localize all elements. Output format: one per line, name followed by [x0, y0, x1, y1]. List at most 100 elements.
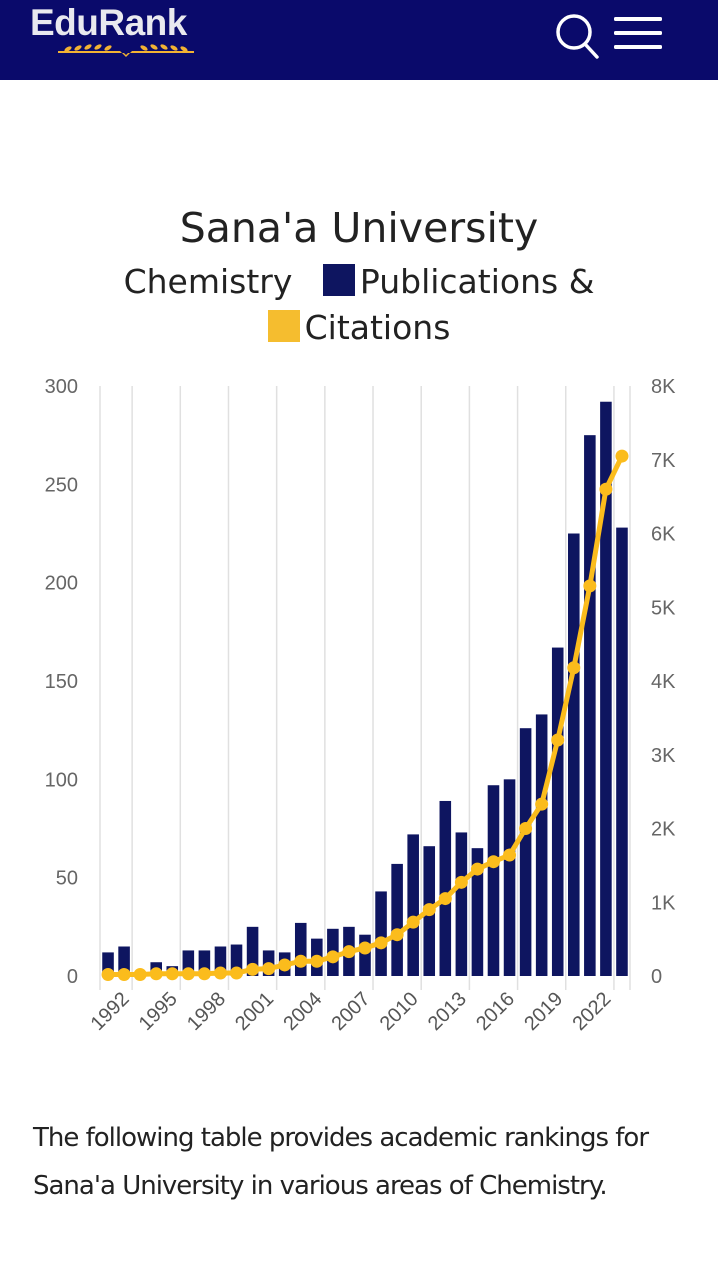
publications-bar — [503, 779, 516, 976]
subject-label: Chemistry — [123, 262, 293, 301]
edurank-logo[interactable]: EduRank — [30, 2, 187, 44]
publications-bar — [182, 950, 195, 976]
x-tick-label: 1998 — [183, 988, 230, 1035]
publications-bar — [246, 926, 259, 976]
publications-bar — [198, 950, 211, 976]
search-icon — [556, 14, 599, 59]
citations-point — [519, 822, 533, 835]
citations-point — [181, 967, 195, 981]
citations-point — [342, 945, 356, 959]
x-tick-label: 2013 — [424, 988, 471, 1035]
search-button[interactable] — [552, 10, 604, 62]
citations-point — [422, 903, 436, 917]
y-left-tick-label: 250 — [45, 474, 78, 496]
publications-bar — [455, 832, 468, 976]
y-left-tick-label: 150 — [45, 671, 78, 693]
y-left-tick-label: 300 — [45, 376, 78, 398]
x-tick-label: 2019 — [520, 988, 567, 1035]
publications-bar — [375, 891, 387, 976]
y-left-tick-label: 100 — [45, 769, 78, 791]
publications-citations-chart: 0 50 100 150 200 250 300 0 1K 2K 3K 4K 5K 6K 7K 8K 199… — [45, 376, 676, 1035]
publications-legend-label: Publications — [359, 262, 559, 301]
citations-point — [486, 855, 500, 869]
chart-subtitle: Chemistry Publications & — [0, 262, 718, 301]
y-right-tick-label: 0 — [651, 966, 662, 988]
y-left-tick-label: 200 — [45, 573, 78, 595]
citations-point — [374, 936, 388, 950]
y-right-tick-label: 3K — [651, 745, 676, 767]
citations-point — [615, 449, 629, 463]
citations-legend-swatch — [267, 310, 300, 342]
y-left-tick-label: 50 — [56, 868, 78, 890]
citations-legend-label: Citations — [304, 308, 451, 347]
ampersand: & — [568, 262, 595, 301]
publications-bar — [471, 848, 484, 976]
y-right-tick-label: 5K — [651, 597, 676, 619]
publications-bar — [487, 785, 500, 976]
citations-point — [503, 848, 517, 862]
citations-point — [438, 892, 452, 906]
citations-point — [406, 915, 420, 929]
citations-point — [294, 954, 308, 968]
y-right-tick-label: 7K — [651, 450, 676, 472]
publications-bar — [214, 946, 227, 976]
site-header: EduRank — [0, 0, 718, 80]
citations-point — [278, 958, 292, 972]
publications-bar — [391, 863, 403, 976]
y-right-tick-label: 1K — [651, 892, 676, 914]
y-right-tick-label: 6K — [651, 524, 676, 546]
citations-point — [583, 579, 597, 593]
y-right-tick-label: 2K — [651, 819, 676, 841]
logo-text: EduRank — [30, 2, 187, 43]
publications-legend-swatch — [322, 264, 355, 296]
citations-point — [149, 967, 163, 981]
publications-bar — [230, 944, 243, 976]
publications-bar — [600, 401, 612, 976]
laurel-icon — [58, 44, 194, 57]
citations-point — [230, 966, 244, 980]
citations-point — [454, 875, 468, 889]
hamburger-menu-icon — [614, 17, 662, 49]
chart-subtitle-line2: Citations — [0, 308, 718, 347]
publications-bar — [118, 946, 130, 976]
citations-point — [326, 950, 340, 964]
citations-point — [390, 928, 404, 942]
citations-point — [165, 967, 179, 981]
publications-bar — [519, 728, 532, 976]
intro-paragraph: The following table provides academic ra… — [33, 1123, 649, 1201]
x-tick-label: 2007 — [328, 988, 375, 1035]
citations-point — [599, 482, 613, 496]
publications-bar — [439, 800, 452, 976]
publications-bar — [294, 922, 307, 976]
citations-point — [262, 962, 276, 976]
citations-point — [310, 954, 324, 968]
citations-point — [117, 968, 131, 982]
citations-point — [101, 968, 115, 982]
menu-button[interactable] — [612, 14, 666, 54]
x-tick-label: 1992 — [87, 988, 134, 1035]
y-right-tick-label: 8K — [651, 376, 676, 398]
citations-point — [197, 967, 211, 981]
publications-bar — [535, 714, 548, 976]
citations-point — [358, 941, 372, 955]
publications-bar — [102, 952, 114, 976]
publications-bar — [568, 533, 580, 976]
x-tick-label: 2010 — [376, 988, 423, 1035]
citations-point — [551, 733, 565, 747]
citations-point — [213, 966, 227, 980]
citations-point — [535, 797, 549, 811]
x-tick-label: 2004 — [279, 988, 326, 1035]
x-tick-label: 2016 — [472, 988, 519, 1035]
citations-point — [567, 661, 581, 675]
citations-point — [133, 968, 147, 982]
publications-bar — [551, 647, 564, 976]
publications-bar — [584, 435, 596, 977]
citations-point — [470, 862, 484, 876]
publications-bar — [407, 834, 419, 976]
chart-title: Sana'a University — [179, 204, 539, 252]
publications-bar — [359, 934, 371, 976]
x-tick-label: 2001 — [231, 988, 278, 1035]
x-tick-label: 2022 — [568, 988, 615, 1035]
y-left-tick-label: 0 — [67, 966, 78, 988]
y-right-tick-label: 4K — [651, 671, 676, 693]
